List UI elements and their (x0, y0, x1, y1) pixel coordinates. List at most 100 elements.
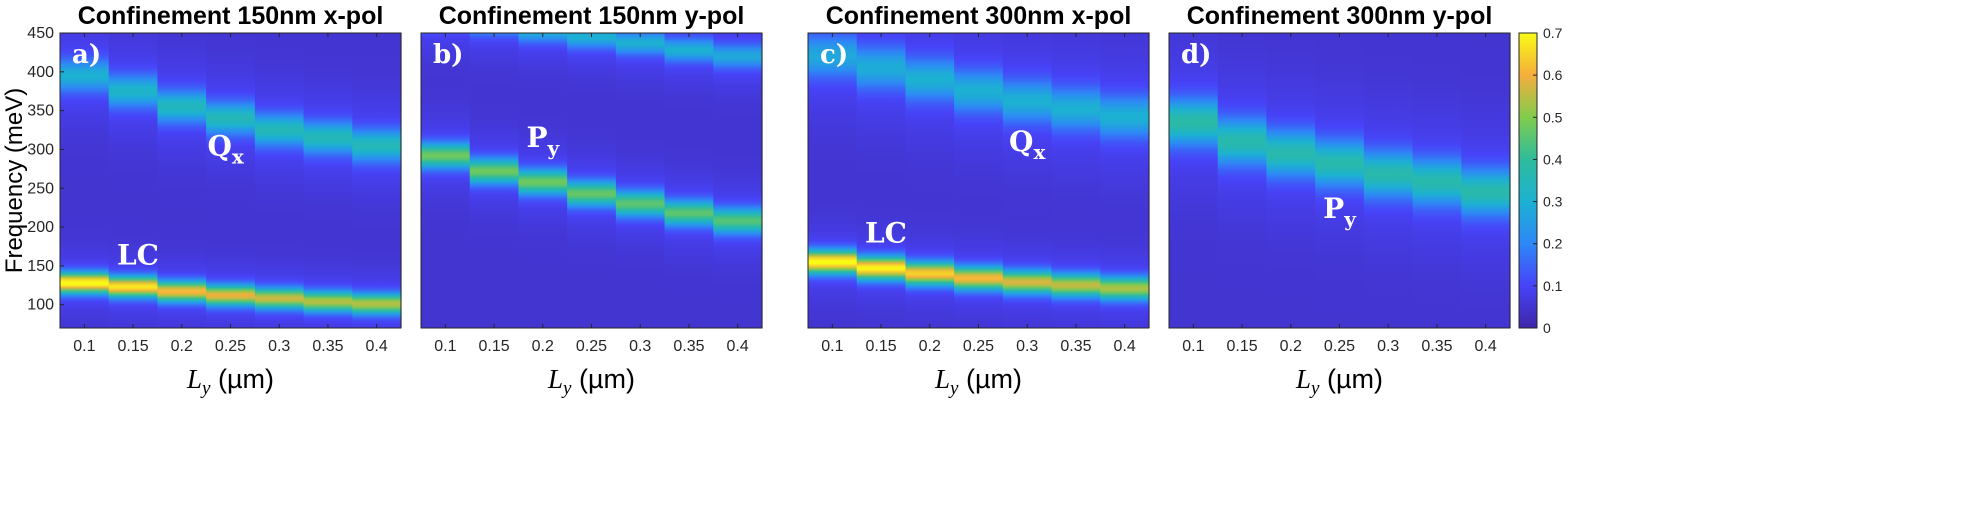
colorbar-tick-label: 0.3 (1543, 194, 1563, 210)
heatmap-column (469, 33, 520, 328)
panel-letter: d) (1181, 40, 1211, 70)
x-axis-label-main: L (934, 364, 950, 394)
x-tick-label: 0.25 (963, 338, 994, 355)
y-tick-label: 100 (27, 297, 54, 314)
heatmap-column (1412, 33, 1462, 328)
x-tick-label: 0.4 (727, 338, 749, 355)
y-tick-label: 400 (27, 64, 54, 81)
colorbar-gradient (1518, 32, 1538, 329)
colorbar-tick-label: 0.2 (1543, 236, 1563, 252)
x-tick-label: 0.2 (1280, 338, 1302, 355)
mode-annotation-main: Q (1009, 125, 1033, 158)
colorbar-tick-label: 0.1 (1543, 278, 1563, 294)
y-tick-label: 450 (27, 25, 54, 42)
heatmap-column (615, 33, 666, 328)
heatmap-column (1461, 33, 1511, 328)
heatmap-column (352, 33, 402, 328)
panel-1: Confinement 150nm x-pol 0.1 0.15 0.2 0.25 0.3… (1, 2, 402, 399)
panel-4: Confinement 300nm y-pol 0.1 0.15 0.2 0.25 0.3… (1168, 2, 1511, 399)
x-axis-label-sub: y (1309, 378, 1320, 399)
x-tick-label: 0.15 (866, 338, 897, 355)
y-tick-label: 150 (27, 258, 54, 275)
heatmap-column (157, 33, 207, 328)
x-tick-label: 0.2 (532, 338, 554, 355)
heatmap-column (206, 33, 256, 328)
panel-title: Confinement 150nm y-pol (439, 2, 745, 30)
x-tick-label: 0.15 (1227, 338, 1258, 355)
heatmap-column (1217, 33, 1268, 328)
heatmap-column (567, 33, 617, 328)
x-axis-label-unit: (µm) (571, 364, 635, 394)
colorbar-tick-label: 0.7 (1543, 25, 1563, 41)
x-tick-label: 0.3 (268, 338, 290, 355)
x-tick-label: 0.1 (73, 338, 95, 355)
x-axis-label-main: L (547, 364, 563, 394)
mode-annotation: LC (117, 238, 159, 271)
heatmap-column (1363, 33, 1414, 328)
x-axis-label: Ly (µm) (547, 364, 635, 399)
x-tick-label: 0.35 (673, 338, 704, 355)
heatmap-column (254, 33, 305, 328)
heatmap-column (1266, 33, 1316, 328)
x-axis-label-sub: y (948, 378, 959, 399)
heatmap-column (303, 33, 353, 328)
x-axis-label-sub: y (561, 378, 572, 399)
heatmap-column (108, 33, 159, 328)
colorbar: 0 0.1 0.2 0.3 0.4 0.5 0.6 0.7 (1518, 25, 1563, 336)
x-tick-label: 0.25 (215, 338, 246, 355)
heatmap-column (1051, 33, 1101, 328)
mode-annotation-main: LC (117, 238, 159, 271)
heatmap-column (1100, 33, 1150, 328)
mode-annotation: LC (865, 217, 907, 250)
heatmap-column (60, 33, 110, 328)
heatmap-column (1315, 33, 1365, 328)
panel-letter: a) (72, 40, 101, 70)
colorbar-tick-label: 0.5 (1543, 109, 1563, 125)
heatmap-column (856, 33, 907, 328)
mode-annotation-main: P (1323, 192, 1344, 225)
colorbar-tick-label: 0.4 (1543, 151, 1563, 167)
mode-annotation-main: LC (865, 217, 907, 250)
x-tick-label: 0.1 (1182, 338, 1204, 355)
x-axis-label-sub: y (200, 378, 211, 399)
y-tick-label: 250 (27, 180, 54, 197)
panel-3: Confinement 300nm x-pol 0.1 0.15 0.2 0.25 0.3… (807, 2, 1150, 399)
panel-2: Confinement 150nm y-pol 0.1 0.15 0.2 0.25 0.3… (420, 2, 763, 399)
panel-title: Confinement 300nm y-pol (1187, 2, 1493, 30)
heatmap-column (1002, 33, 1053, 328)
heatmap-column (518, 33, 568, 328)
x-tick-label: 0.1 (434, 338, 456, 355)
x-axis-label: Ly (µm) (186, 364, 274, 399)
x-axis-label-main: L (1295, 364, 1311, 394)
x-axis-label: Ly (µm) (934, 364, 1022, 399)
x-axis-label: Ly (µm) (1295, 364, 1383, 399)
y-tick-label: 200 (27, 219, 54, 236)
colorbar-tick-label: 0.6 (1543, 67, 1563, 83)
panel-letter: b) (433, 40, 463, 70)
y-tick-label: 300 (27, 141, 54, 158)
panels: Confinement 150nm x-pol 0.1 0.15 0.2 0.25 0.3… (1, 2, 1511, 399)
x-tick-label: 0.2 (919, 338, 941, 355)
mode-annotation-sub: y (1343, 207, 1357, 231)
y-tick-label: 350 (27, 103, 54, 120)
x-tick-label: 0.4 (1114, 338, 1136, 355)
x-tick-label: 0.35 (1060, 338, 1091, 355)
x-tick-label: 0.4 (1475, 338, 1497, 355)
mode-annotation-main: Q (207, 130, 231, 163)
mode-annotation: Py (1323, 192, 1357, 231)
heatmap-column (713, 33, 763, 328)
x-axis-label-main: L (186, 364, 202, 394)
mode-annotation-main: P (526, 121, 547, 154)
heatmap-column (954, 33, 1004, 328)
mode-annotation-sub: x (232, 145, 245, 169)
x-tick-label: 0.3 (1016, 338, 1038, 355)
x-tick-label: 0.15 (479, 338, 510, 355)
mode-annotation-sub: y (547, 136, 561, 160)
x-axis-label-unit: (µm) (958, 364, 1022, 394)
mode-annotation-sub: x (1033, 140, 1046, 164)
heatmap-column (905, 33, 955, 328)
x-tick-label: 0.2 (171, 338, 193, 355)
panel-letter: c) (820, 40, 848, 70)
x-tick-label: 0.15 (118, 338, 149, 355)
